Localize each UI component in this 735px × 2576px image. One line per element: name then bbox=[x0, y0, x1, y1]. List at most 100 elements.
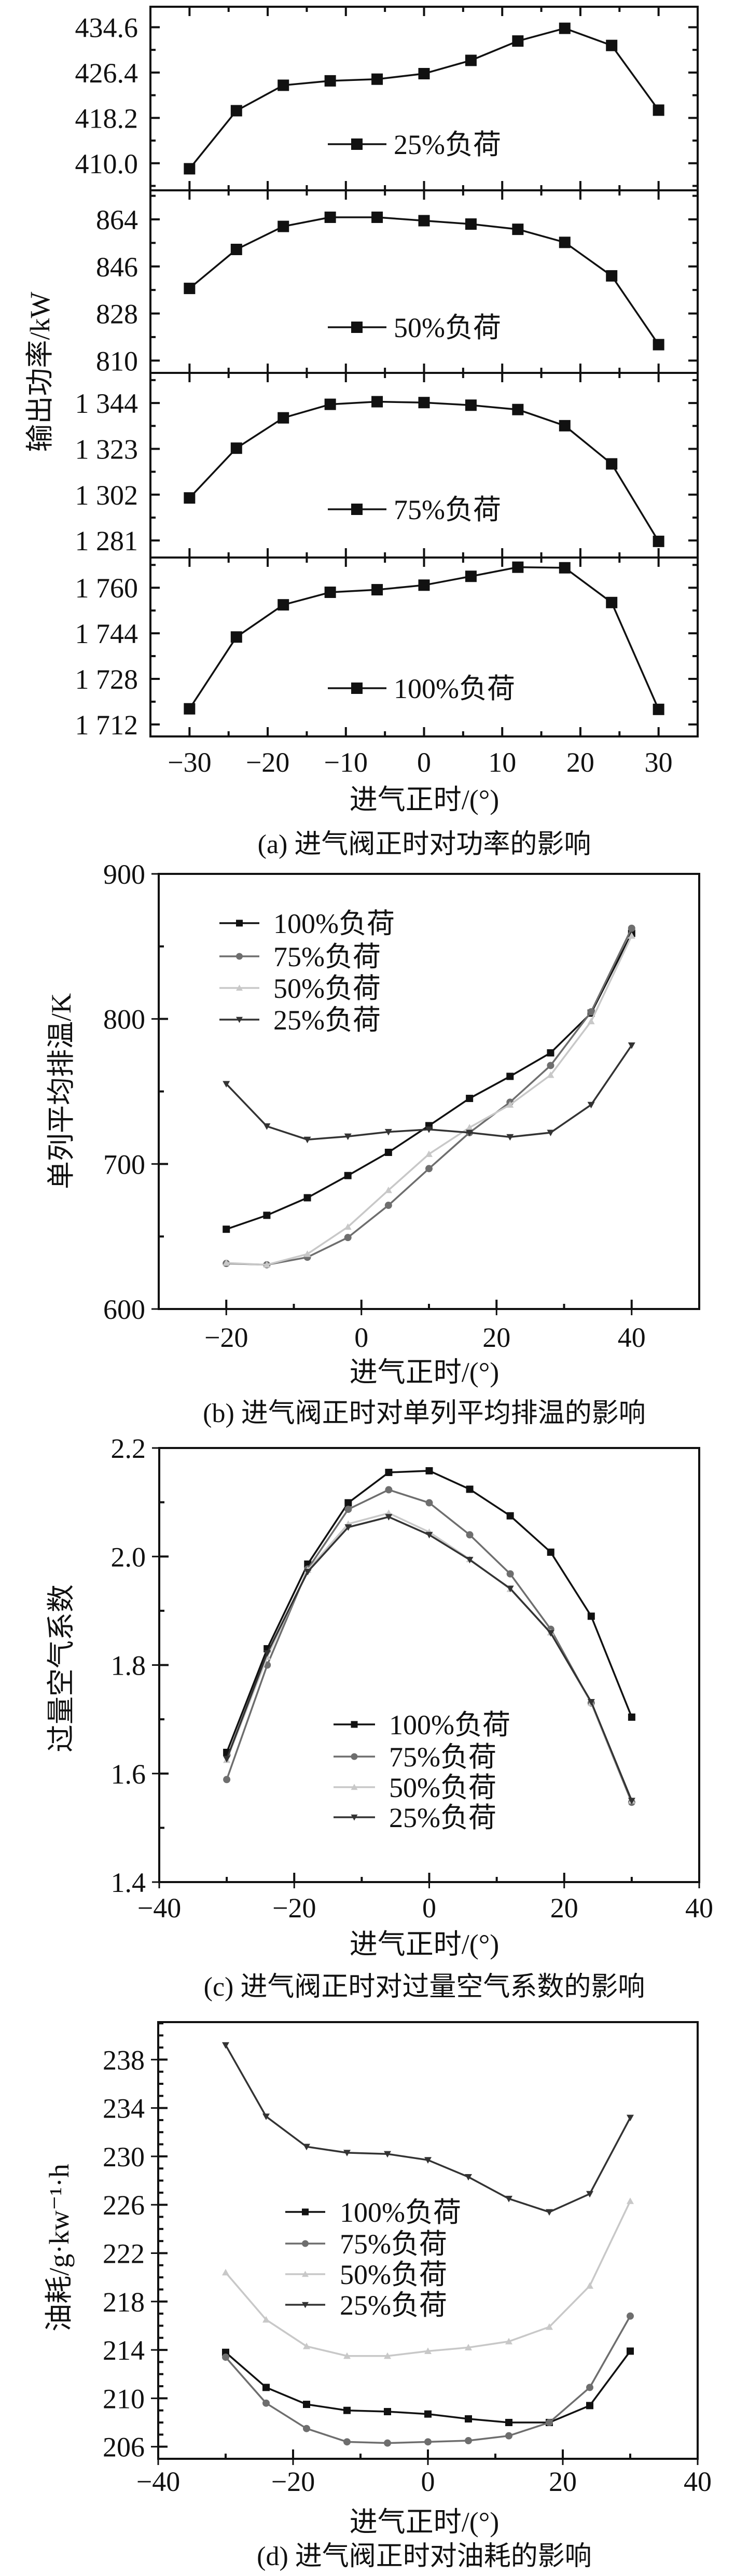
plot-frame bbox=[158, 873, 700, 1310]
legend: 100%负荷 bbox=[328, 673, 515, 704]
data-point bbox=[586, 2402, 593, 2410]
legend-item: 25%负荷 bbox=[285, 2290, 447, 2321]
legend-marker bbox=[302, 2302, 309, 2308]
x-tick-label: 40 bbox=[685, 1892, 713, 1924]
data-point bbox=[505, 2432, 512, 2440]
data-point bbox=[587, 1008, 595, 1015]
data-point bbox=[278, 412, 289, 424]
y-tick-label: 234 bbox=[103, 2093, 145, 2124]
legend-label: 75%负荷 bbox=[273, 941, 381, 972]
data-point bbox=[465, 2344, 472, 2351]
data-point bbox=[424, 2438, 432, 2446]
data-point bbox=[263, 1212, 271, 1219]
data-point bbox=[418, 579, 430, 591]
data-point bbox=[653, 703, 664, 715]
legend-marker bbox=[351, 138, 363, 150]
y-tick-label: 214 bbox=[103, 2335, 145, 2366]
data-point bbox=[303, 2343, 310, 2349]
data-point bbox=[628, 1042, 635, 1049]
data-point bbox=[559, 562, 571, 574]
data-point bbox=[278, 599, 289, 611]
panel-2: 810 828 846 864 50%负荷 bbox=[96, 189, 699, 377]
legend-label: 75%负荷 bbox=[340, 2229, 447, 2260]
data-point bbox=[263, 1261, 271, 1268]
data-point bbox=[506, 1585, 514, 1592]
data-point bbox=[344, 1524, 352, 1531]
y-tick-label: 800 bbox=[103, 1004, 145, 1035]
data-point bbox=[343, 2406, 351, 2414]
data-point bbox=[424, 2347, 432, 2355]
legend-label: 25%负荷 bbox=[340, 2290, 447, 2321]
y-tick-label: 600 bbox=[103, 1294, 145, 1325]
axis-ticks bbox=[158, 1447, 700, 1883]
data-point bbox=[184, 163, 196, 175]
legend-label: 25%负荷 bbox=[394, 129, 501, 160]
axis-ticks bbox=[149, 190, 699, 373]
x-tick-label: −30 bbox=[168, 747, 211, 778]
legend-marker bbox=[351, 322, 363, 333]
x-tick-label: 0 bbox=[422, 1892, 436, 1924]
data-point bbox=[184, 283, 196, 295]
data-point bbox=[606, 39, 618, 51]
data-point bbox=[303, 2401, 310, 2408]
data-point bbox=[627, 2312, 634, 2320]
panel-3: 1 281 1 302 1 323 1 344 75%负荷 bbox=[75, 372, 699, 559]
data-point bbox=[512, 561, 524, 573]
series-line bbox=[225, 2315, 631, 2444]
legend-marker bbox=[351, 1784, 358, 1790]
series-25%负荷 bbox=[222, 2042, 634, 2216]
data-point bbox=[385, 1514, 393, 1521]
y-tick-label: 1.8 bbox=[111, 1650, 146, 1681]
data-point bbox=[343, 2352, 351, 2359]
y-tick-label: 1 281 bbox=[75, 525, 138, 556]
legend-item: 100%负荷 bbox=[285, 2197, 461, 2228]
y-tick-label: 846 bbox=[96, 252, 138, 283]
data-point bbox=[343, 2438, 351, 2446]
x-axis-title: 进气正时/(°) bbox=[350, 1929, 500, 1960]
data-point bbox=[230, 442, 242, 454]
data-point bbox=[324, 75, 336, 87]
data-point bbox=[506, 1512, 514, 1520]
legend-marker bbox=[351, 1721, 358, 1728]
data-point bbox=[324, 398, 336, 410]
chart-c: 1.4 1.6 1.8 2.0 2.2 −40 −20 0 20 40 100%负荷75%负荷50%… bbox=[46, 1433, 713, 2002]
legend-marker bbox=[351, 683, 363, 694]
legend-marker bbox=[351, 1814, 358, 1821]
x-axis-title: 进气正时/(°) bbox=[350, 1357, 500, 1388]
legend-item: 50%负荷 bbox=[219, 973, 381, 1004]
data-point bbox=[606, 270, 618, 282]
data-point bbox=[465, 2415, 472, 2423]
x-tick-label: −10 bbox=[324, 747, 368, 778]
data-point bbox=[465, 2174, 472, 2181]
y-tick-label: 218 bbox=[103, 2287, 145, 2318]
legend-label: 50%负荷 bbox=[273, 973, 381, 1004]
data-point bbox=[628, 932, 635, 939]
data-point bbox=[303, 2425, 310, 2432]
data-point bbox=[466, 1531, 474, 1539]
x-tick-label: −40 bbox=[137, 1892, 181, 1924]
y-tick-label: 434.6 bbox=[75, 12, 138, 43]
legend-label: 50%负荷 bbox=[394, 312, 501, 343]
data-point bbox=[371, 584, 383, 596]
data-point bbox=[264, 1650, 271, 1657]
x-tick-label: −20 bbox=[271, 2466, 315, 2497]
y-tick-label: 900 bbox=[103, 859, 145, 890]
panel-1: 410.0 418.2 426.4 434.6 25%负荷 bbox=[75, 6, 699, 191]
y-tick-label: 210 bbox=[103, 2383, 145, 2414]
data-point bbox=[303, 1194, 311, 1202]
series-75%负荷 bbox=[222, 2312, 634, 2447]
legend-label: 100%负荷 bbox=[389, 1709, 510, 1740]
data-point bbox=[262, 2384, 270, 2391]
figure-caption: (d) 进气阀正时对油耗的影响 bbox=[257, 2542, 592, 2571]
y-tick-label: 206 bbox=[103, 2432, 145, 2463]
data-point bbox=[384, 2352, 391, 2359]
series-50%负荷 bbox=[184, 211, 664, 351]
legend-item: 75%负荷 bbox=[285, 2229, 447, 2260]
legend-item: 50%负荷 bbox=[285, 2259, 447, 2290]
y-tick-label: 1 760 bbox=[75, 573, 138, 604]
data-point bbox=[425, 1150, 433, 1157]
data-point bbox=[262, 2399, 270, 2407]
legend-label: 100%负荷 bbox=[273, 908, 395, 939]
data-point bbox=[546, 2419, 553, 2427]
